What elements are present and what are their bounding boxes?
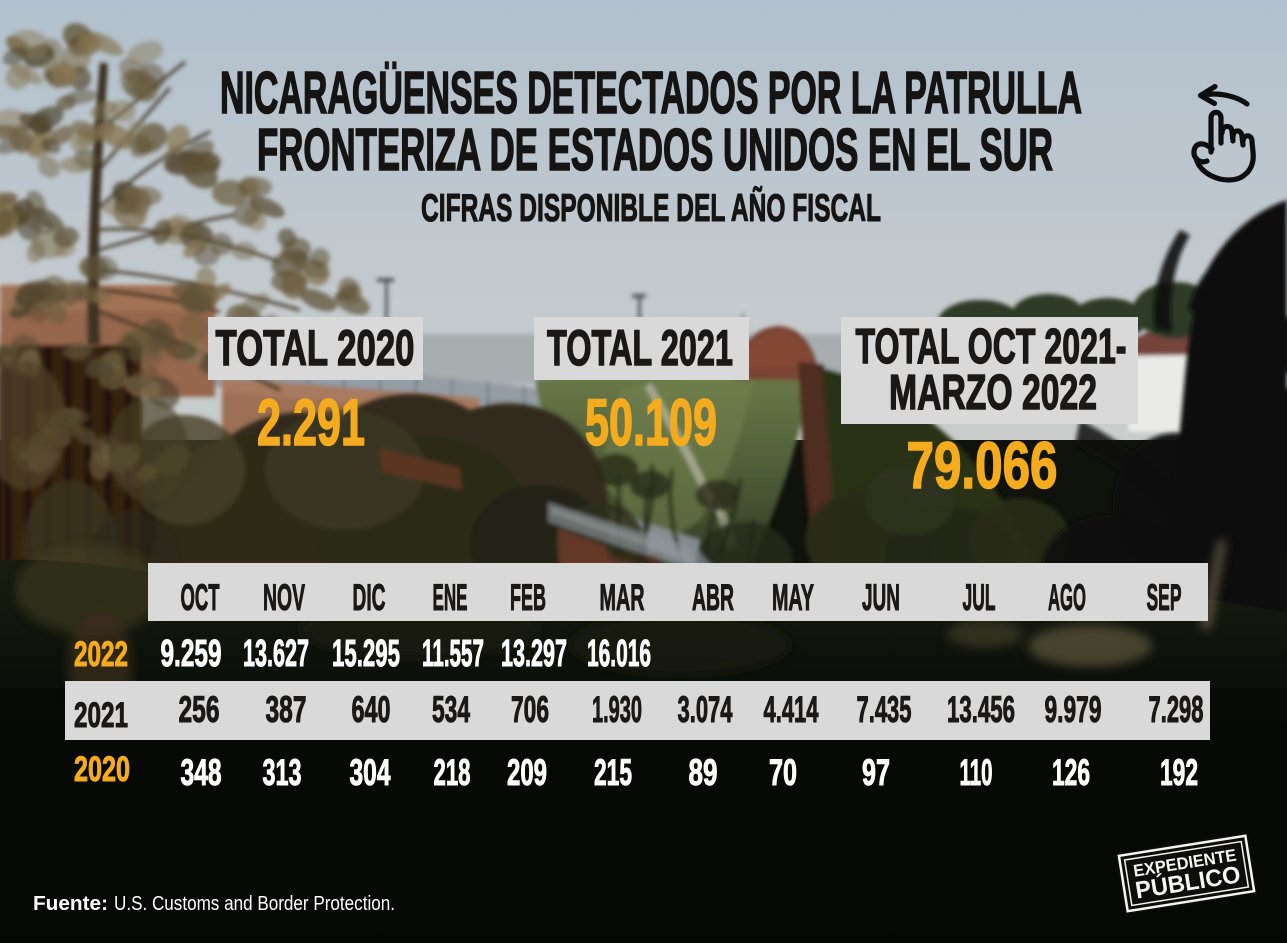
svg-text:218: 218 — [434, 752, 471, 793]
svg-text:4.414: 4.414 — [764, 689, 819, 730]
svg-text:70: 70 — [769, 752, 797, 793]
svg-text:2022: 2022 — [74, 635, 128, 674]
svg-text:SEP: SEP — [1147, 577, 1182, 618]
svg-text:50.109: 50.109 — [585, 385, 717, 459]
svg-text:9.259: 9.259 — [161, 633, 222, 675]
svg-text:640: 640 — [352, 689, 391, 730]
svg-text:CIFRAS DISPONIBLE DEL AÑO FISC: CIFRAS DISPONIBLE DEL AÑO FISCAL — [421, 186, 881, 230]
svg-text:2020: 2020 — [74, 750, 130, 789]
svg-text:16.016: 16.016 — [587, 633, 651, 675]
svg-text:215: 215 — [594, 752, 632, 793]
svg-text:JUN: JUN — [862, 577, 900, 618]
svg-text:2.291: 2.291 — [257, 385, 365, 459]
svg-text:534: 534 — [432, 689, 470, 730]
svg-text:MAY: MAY — [772, 577, 814, 618]
svg-text:7.298: 7.298 — [1149, 689, 1204, 730]
svg-text:126: 126 — [1052, 752, 1090, 793]
svg-text:79.066: 79.066 — [907, 428, 1058, 502]
svg-text:9.979: 9.979 — [1045, 689, 1102, 730]
svg-text:97: 97 — [862, 752, 890, 793]
svg-text:OCT: OCT — [181, 577, 220, 618]
svg-text:13.456: 13.456 — [947, 689, 1015, 730]
svg-text:13.627: 13.627 — [243, 633, 309, 675]
svg-text:89: 89 — [689, 752, 718, 793]
svg-text:192: 192 — [1160, 752, 1198, 793]
svg-text:TOTAL 2021: TOTAL 2021 — [547, 320, 733, 376]
svg-text:U.S. Customs and Border Protec: U.S. Customs and Border Protection. — [114, 893, 395, 915]
svg-text:FEB: FEB — [510, 577, 546, 618]
svg-text:2021: 2021 — [74, 696, 128, 735]
svg-text:TOTAL 2020: TOTAL 2020 — [216, 320, 415, 376]
svg-text:7.435: 7.435 — [857, 689, 912, 730]
svg-text:348: 348 — [181, 752, 222, 793]
svg-text:209: 209 — [507, 752, 547, 793]
svg-text:AGO: AGO — [1048, 577, 1086, 618]
svg-text:11.557: 11.557 — [422, 633, 484, 675]
svg-text:1.930: 1.930 — [592, 689, 642, 730]
svg-text:313: 313 — [263, 752, 302, 793]
svg-text:304: 304 — [350, 752, 391, 793]
svg-text:DIC: DIC — [353, 577, 386, 618]
svg-text:706: 706 — [511, 689, 549, 730]
svg-text:256: 256 — [179, 689, 220, 730]
svg-text:MARZO 2022: MARZO 2022 — [889, 366, 1097, 420]
svg-text:Fuente:: Fuente: — [33, 893, 108, 915]
svg-text:TOTAL OCT 2021-: TOTAL OCT 2021- — [856, 320, 1127, 374]
svg-text:110: 110 — [960, 752, 993, 793]
svg-text:MAR: MAR — [600, 577, 645, 618]
svg-text:15.295: 15.295 — [332, 633, 400, 675]
svg-text:NICARAGÜENSES DETECTADOS POR L: NICARAGÜENSES DETECTADOS POR LA PATRULLA — [220, 60, 1082, 126]
svg-text:JUL: JUL — [963, 577, 996, 618]
svg-text:ABR: ABR — [692, 577, 734, 618]
svg-text:NOV: NOV — [263, 577, 305, 618]
svg-text:13.297: 13.297 — [501, 633, 567, 675]
svg-text:FRONTERIZA DE ESTADOS UNIDOS E: FRONTERIZA DE ESTADOS UNIDOS EN EL SUR — [257, 117, 1053, 183]
svg-text:ENE: ENE — [433, 577, 468, 618]
svg-text:387: 387 — [266, 689, 307, 730]
svg-text:3.074: 3.074 — [678, 689, 733, 730]
